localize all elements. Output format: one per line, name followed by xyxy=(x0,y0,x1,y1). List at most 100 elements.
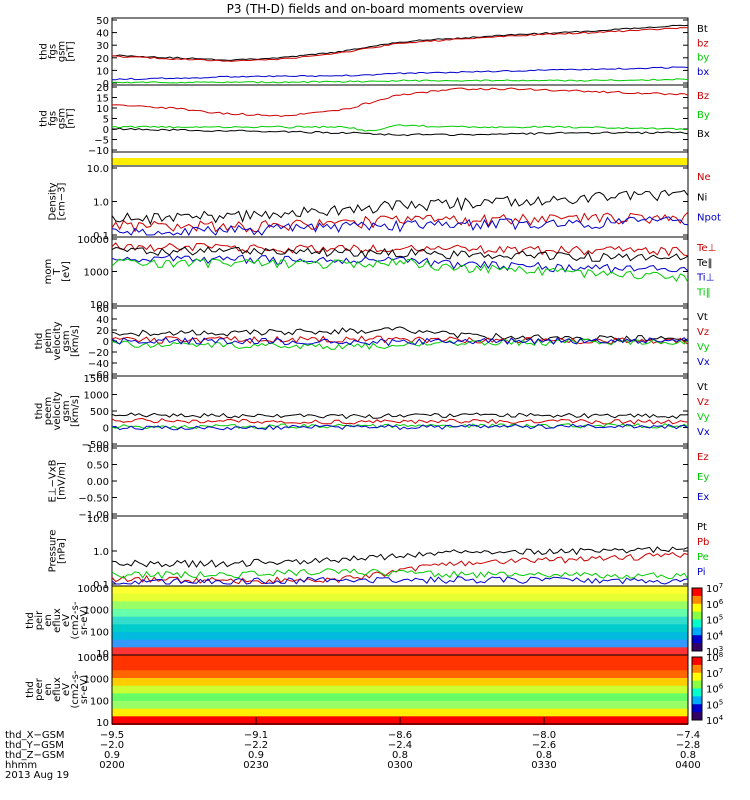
series-line xyxy=(111,335,689,345)
colorbar-segment xyxy=(692,603,702,613)
y-tick-label: 10000 xyxy=(77,653,109,664)
y-axis-label: gsm xyxy=(61,330,72,351)
y-tick-label: 100 xyxy=(90,627,109,638)
y-axis-label: sr-eV) xyxy=(79,606,90,635)
y-axis-label: Pressure xyxy=(48,530,59,573)
y-tick-label: −20 xyxy=(88,348,109,359)
spectrogram-band xyxy=(112,601,688,610)
legend-entry: Vx xyxy=(697,427,710,438)
legend-entry: Pt xyxy=(697,522,707,533)
series-line xyxy=(112,66,689,81)
spectrogram-band xyxy=(112,693,688,702)
y-tick-label: 1000 xyxy=(84,675,109,686)
panel-frame xyxy=(111,236,689,307)
legend-entry: Vz xyxy=(697,397,709,408)
y-tick-label: 40 xyxy=(96,315,109,326)
legend-entry: Pi xyxy=(697,567,706,578)
spectrogram-band xyxy=(112,685,688,695)
series-line xyxy=(111,24,689,61)
series-line xyxy=(112,78,689,84)
plot-title: P3 (TH-D) fields and on-board moments ov… xyxy=(226,2,524,16)
legend-entry: Ex xyxy=(697,492,709,503)
y-tick-label: 50 xyxy=(96,16,109,27)
y-tick-label: 40 xyxy=(96,29,109,40)
y-axis-label: peir xyxy=(34,610,45,630)
legend-entry: Bx xyxy=(697,129,710,140)
series-line xyxy=(111,189,689,226)
legend-entry: Ti⊥ xyxy=(696,273,714,284)
y-tick-label: 60 xyxy=(96,304,109,315)
y-axis-label: mom xyxy=(43,259,54,285)
y-tick-label: 500 xyxy=(90,407,109,418)
y-tick-label: 1000 xyxy=(84,268,109,279)
y-tick-label: −5 xyxy=(94,136,109,147)
y-tick-label: −60 xyxy=(88,370,109,381)
spectrogram-band xyxy=(112,593,688,603)
y-tick-label: 10 xyxy=(96,649,109,660)
y-axis-label: peer xyxy=(34,677,45,701)
y-axis-label: Density xyxy=(48,182,59,220)
x-tick-label: −2.6 xyxy=(532,740,556,751)
y-axis-label: gsm xyxy=(57,108,68,129)
legend-entry: Te‖ xyxy=(696,258,713,269)
y-tick-label: 10000 xyxy=(77,584,109,595)
y-axis-label: peim xyxy=(43,328,54,353)
y-axis-label: (cm2-s- xyxy=(70,601,81,639)
y-tick-label: 1500 xyxy=(84,374,109,385)
colorbar-segment xyxy=(692,704,702,713)
y-axis-label: peem xyxy=(43,397,54,425)
colorbar-segment xyxy=(692,611,702,620)
y-axis-label: [nPa] xyxy=(57,538,68,564)
colorbar-tick-label: 107 xyxy=(706,667,723,680)
y-axis-label: [nT] xyxy=(66,41,77,61)
colorbar-segment xyxy=(692,595,702,605)
x-tick-label: −2.0 xyxy=(100,740,124,751)
y-axis-label: gsm xyxy=(61,400,72,421)
y-axis-label: en xyxy=(43,614,54,627)
series-line xyxy=(111,242,689,257)
yellow-band xyxy=(112,158,688,165)
series-line xyxy=(111,412,689,420)
series-line xyxy=(111,211,689,233)
x-tick-label: 0.9 xyxy=(104,750,120,761)
spectrogram-band xyxy=(112,655,688,664)
y-axis-label: eflux xyxy=(52,677,63,702)
colorbar xyxy=(691,656,703,721)
colorbar-segment xyxy=(692,657,702,666)
y-axis-label: velocity xyxy=(52,321,63,360)
colorbar-tick-label: 108 xyxy=(706,651,723,664)
legend-entry: Ey xyxy=(697,472,709,483)
spectrogram-band xyxy=(112,662,688,672)
y-tick-label: 0.00 xyxy=(87,477,109,488)
y-tick-label: 10.0 xyxy=(87,514,109,525)
y-tick-label: 1.0 xyxy=(93,547,109,558)
spectrogram-band xyxy=(112,639,688,649)
x-tick-label: 0330 xyxy=(531,760,556,771)
y-tick-label: −40 xyxy=(88,359,109,370)
y-tick-label: 20 xyxy=(96,54,109,65)
legend-entry: Vt xyxy=(697,382,708,393)
x-tick-label: 0.8 xyxy=(536,750,552,761)
series-line xyxy=(111,336,689,347)
y-tick-label: 1.0 xyxy=(93,198,109,209)
colorbar-segment xyxy=(692,643,702,652)
series-line xyxy=(112,127,689,137)
date-label: 2013 Aug 19 xyxy=(5,770,69,781)
y-axis-label: E⊥−VxB xyxy=(48,459,59,502)
legend-entry: by xyxy=(697,53,709,64)
legend-entry: Pe xyxy=(697,552,709,563)
spectrogram-band xyxy=(112,701,688,710)
series-line xyxy=(111,423,689,431)
y-axis-label: en xyxy=(43,683,54,696)
series-line xyxy=(111,27,689,62)
spectrogram-band xyxy=(112,632,688,641)
y-tick-label: 0.50 xyxy=(87,461,109,472)
y-axis-label: [mV/m] xyxy=(57,462,68,500)
x-tick-label: 0.9 xyxy=(248,750,264,761)
legend-entry: Npot xyxy=(697,213,721,224)
series-line xyxy=(111,246,689,262)
x-axis-row-label: hhmm xyxy=(5,760,37,771)
y-axis-label: fgs xyxy=(48,111,59,126)
